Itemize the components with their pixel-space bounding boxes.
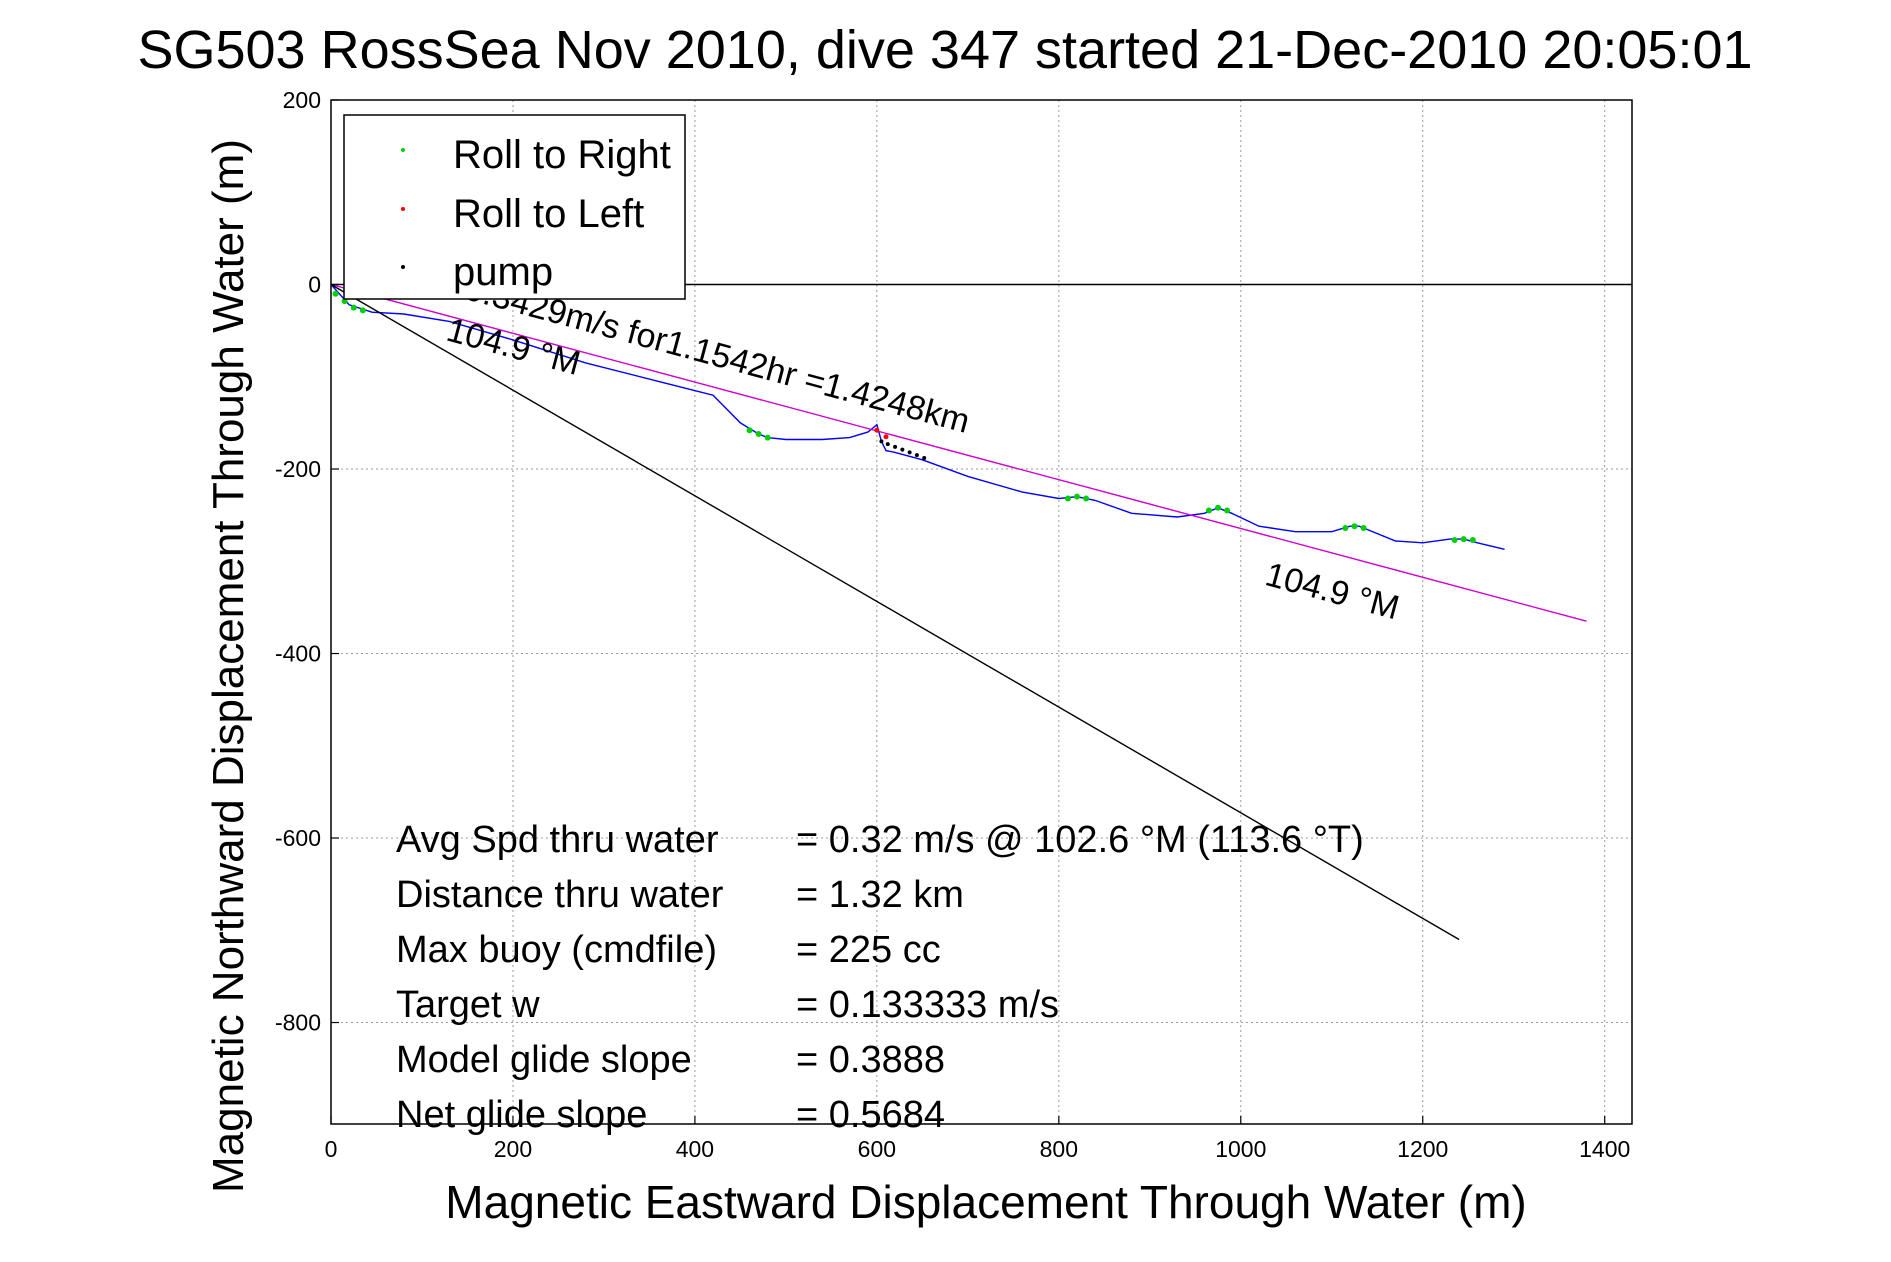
stat-label: Model glide slope xyxy=(396,1039,692,1081)
legend-marker-roll-right xyxy=(401,148,405,152)
stat-label: Distance thru water xyxy=(396,874,724,916)
y-tick-label: -200 xyxy=(275,456,321,482)
legend: Roll to Right Roll to Left pump xyxy=(343,114,686,300)
x-tick-label: 1000 xyxy=(1215,1136,1266,1162)
x-axis-label: Magnetic Eastward Displacement Through W… xyxy=(445,1176,1526,1228)
x-tick-label: 1400 xyxy=(1579,1136,1630,1162)
roll-right-point xyxy=(755,430,762,437)
pump-point xyxy=(893,444,898,449)
y-tick-label: -800 xyxy=(275,1010,321,1036)
heading-line-series xyxy=(330,283,1460,941)
stat-value: = 0.3888 xyxy=(796,1039,945,1081)
roll-right-point xyxy=(764,434,771,441)
stat-label: Net glide slope xyxy=(396,1094,647,1136)
roll-left-point xyxy=(874,427,880,433)
stat-value: = 0.5684 xyxy=(796,1094,945,1136)
legend-label-roll-left: Roll to Left xyxy=(453,192,644,236)
roll-right-point xyxy=(1360,525,1367,532)
track-series xyxy=(330,284,1505,550)
roll-right-point xyxy=(350,304,357,311)
pump-point xyxy=(914,453,919,458)
pump-point xyxy=(900,447,905,452)
stat-label: Avg Spd thru water xyxy=(396,819,719,861)
roll-right-point xyxy=(1064,495,1071,502)
y-tick-label: 0 xyxy=(308,272,321,298)
roll-right-point xyxy=(1351,523,1358,530)
y-axis-label: Magnetic Northward Displacement Through … xyxy=(204,139,253,1193)
pump-point xyxy=(907,450,912,455)
roll-left-point xyxy=(883,434,889,440)
stat-value: = 225 cc xyxy=(796,929,941,971)
roll-right-point xyxy=(1469,537,1476,544)
roll-right-point xyxy=(1205,507,1212,514)
x-tick-label: 1200 xyxy=(1397,1136,1448,1162)
roll-right-point xyxy=(1451,537,1458,544)
stat-value: = 1.32 km xyxy=(796,874,964,916)
legend-label-pump: pump xyxy=(453,250,553,294)
x-tick-label: 200 xyxy=(494,1136,532,1162)
x-tick-label: 800 xyxy=(1040,1136,1078,1162)
pump-point xyxy=(885,442,890,447)
roll-right-point xyxy=(359,307,366,314)
series-lines xyxy=(330,283,1632,941)
roll-right-point xyxy=(1215,504,1222,511)
legend-box xyxy=(343,114,686,300)
stat-value: = 0.32 m/s @ 102.6 °M (113.6 °T) xyxy=(796,819,1364,861)
roll-right-point xyxy=(1083,495,1090,502)
legend-label-roll-right: Roll to Right xyxy=(453,133,671,177)
dive-stats: Avg Spd thru water = 0.32 m/s @ 102.6 °M … xyxy=(396,819,1364,1136)
y-tick-label: 200 xyxy=(283,87,321,113)
x-axis-ticks: 0 200 400 600 800 1000 1200 1400 xyxy=(325,1116,1630,1162)
roll-right-point xyxy=(1342,525,1349,532)
chart-title: SG503 RossSea Nov 2010, dive 347 started… xyxy=(137,20,1752,80)
y-axis-ticks: -800 -600 -400 -200 0 200 xyxy=(275,87,339,1036)
y-tick-label: -600 xyxy=(275,825,321,851)
roll-right-point xyxy=(746,427,753,434)
axes-frame xyxy=(330,99,1633,1125)
stat-value: = 0.133333 m/s xyxy=(796,984,1059,1026)
x-tick-label: 400 xyxy=(676,1136,714,1162)
roll-right-point xyxy=(1460,536,1467,543)
pump-point xyxy=(922,455,927,460)
stat-label: Max buoy (cmdfile) xyxy=(396,929,717,971)
legend-marker-roll-left xyxy=(401,207,405,211)
roll-right-point xyxy=(1074,493,1081,500)
x-tick-label: 0 xyxy=(325,1136,338,1162)
heading-line-series xyxy=(330,283,1587,622)
legend-marker-pump xyxy=(401,265,405,269)
x-tick-label: 600 xyxy=(858,1136,896,1162)
pump-point xyxy=(879,439,884,444)
point-markers xyxy=(332,290,1476,544)
roll-right-point xyxy=(332,290,339,297)
roll-right-point xyxy=(1224,507,1231,514)
y-tick-label: -400 xyxy=(275,641,321,667)
stat-label: Target w xyxy=(396,984,540,1026)
